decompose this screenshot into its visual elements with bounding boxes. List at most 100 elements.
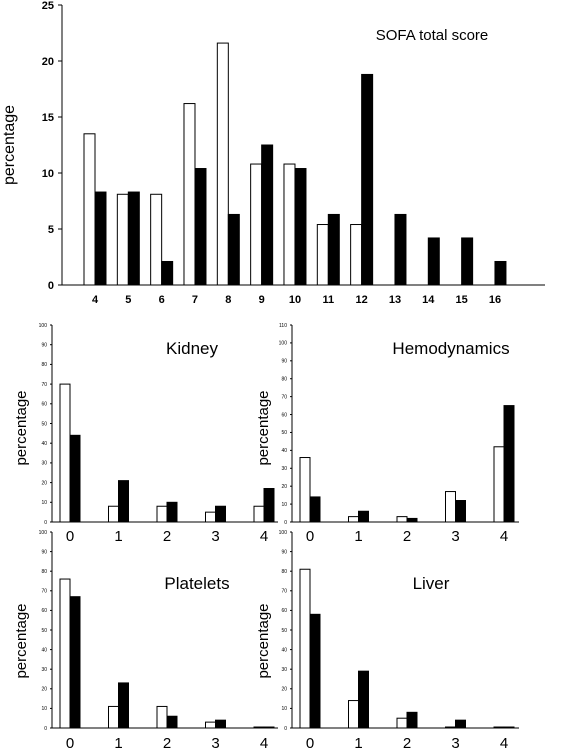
chart1-bar-black: [127, 191, 140, 286]
chart2-x-tick-label: 2: [163, 528, 171, 545]
chart1-y-axis-label: percentage: [1, 105, 18, 185]
chart3-y-tick-label: 50: [281, 430, 287, 436]
chart1-x-tick-label: 9: [259, 294, 265, 306]
chart4-x-tick-label: 4: [260, 735, 268, 751]
chart4-bar-white: [205, 721, 216, 729]
chart4-bar-white: [156, 705, 168, 729]
chart4-y-tick-label: 10: [41, 706, 47, 712]
chart1-y-tick-label: 15: [42, 112, 54, 124]
chart1-bar-white: [150, 193, 163, 286]
chart2-bar-white: [205, 511, 216, 523]
chart1-bar-white: [250, 163, 263, 286]
chart2-y-tick-label: 70: [41, 382, 47, 388]
chart1-bar-white: [316, 224, 329, 286]
chart3-title: Hemodynamics: [392, 339, 509, 358]
chart4-y-tick-label: 20: [41, 687, 47, 693]
chart3-y-tick-label: 10: [281, 502, 287, 508]
chart1-bar-black: [294, 168, 307, 286]
chart1-y-tick-label: 5: [48, 224, 54, 236]
chart2-x-tick-label: 1: [114, 528, 122, 545]
chart2-bar-white: [156, 505, 168, 523]
chart3-bar-white: [396, 516, 408, 523]
chart2-y-tick-label: 100: [39, 323, 48, 329]
chart3-y-axis-label: percentage: [255, 390, 272, 465]
chart4-y-tick-label: 30: [41, 667, 47, 673]
chart5-bar-black: [358, 670, 369, 729]
chart4-bar-white: [253, 726, 265, 729]
chart2-bar-black: [118, 480, 129, 523]
chart3-x-tick-label: 4: [500, 528, 508, 545]
chart1-bar-white: [116, 193, 129, 286]
chart2-y-tick-label: 30: [41, 461, 47, 467]
chart5-bar-white: [493, 726, 505, 729]
chart5-bar-black: [455, 719, 466, 729]
chart4-y-axis-label: percentage: [13, 603, 30, 678]
chart1-bar-black: [227, 213, 240, 286]
chart1-bar-black: [394, 213, 407, 286]
chart2-bar-white: [253, 505, 265, 523]
chart4-bar-white: [59, 578, 71, 729]
chart1-bar-white: [350, 224, 363, 286]
chart4-bar-black: [166, 715, 178, 729]
chart5-x-tick-label: 2: [403, 735, 411, 751]
chart2-bar-white: [108, 505, 119, 523]
chart5-bar-black: [503, 726, 515, 729]
chart3-x-tick-label: 0: [306, 528, 314, 545]
chart5-bar-black: [309, 613, 321, 729]
chart3-y-tick-label: 30: [281, 466, 287, 472]
chart2-x-tick-label: 4: [260, 528, 268, 545]
chart1-bar-white: [216, 42, 229, 286]
chart3-bar-black: [358, 510, 369, 523]
chart3-bar-white: [445, 491, 456, 523]
chart5-bar-black: [406, 711, 418, 729]
chart1-bar-black: [161, 260, 174, 286]
chart1-bar-black: [327, 213, 340, 286]
chart3-bar-black: [455, 500, 466, 523]
chart5-bar-white: [396, 717, 408, 729]
chart3-x-tick-label: 3: [451, 528, 459, 545]
chart1-bar-white: [183, 103, 196, 286]
chart5-y-tick-label: 30: [281, 667, 287, 673]
chart4-x-tick-label: 3: [211, 735, 219, 751]
chart5-y-tick-label: 40: [281, 647, 287, 653]
chart1-bar-black: [494, 260, 507, 286]
chart2-bar-black: [69, 434, 81, 523]
chart5-y-tick-label: 100: [279, 530, 288, 536]
chart4-bar-black: [118, 682, 129, 729]
chart1-bar-black: [461, 237, 474, 286]
chart4-y-tick-label: 100: [39, 530, 48, 536]
chart3-y-tick-label: 100: [279, 341, 288, 347]
chart2-y-tick-label: 80: [41, 362, 47, 368]
chart5-y-axis-label: percentage: [255, 603, 272, 678]
chart1-y-tick-label: 0: [48, 280, 54, 292]
chart2-x-tick-label: 0: [66, 528, 74, 545]
chart1-x-tick-label: 13: [389, 294, 401, 306]
chart2-y-axis-label: percentage: [13, 390, 30, 465]
chart3-y-tick-label: 0: [284, 520, 287, 526]
chart4-x-tick-label: 1: [114, 735, 122, 751]
chart3-y-tick-label: 40: [281, 448, 287, 454]
chart4-y-tick-label: 90: [41, 549, 47, 555]
chart2-bar-white: [59, 383, 71, 523]
chart3-bar-white: [299, 457, 311, 523]
chart1-y-tick-label: 10: [42, 168, 54, 180]
chart1-x-tick-label: 12: [356, 294, 368, 306]
chart5-x-tick-label: 0: [306, 735, 314, 751]
chart1-x-tick-label: 5: [125, 294, 131, 306]
chart3-x-tick-label: 1: [354, 528, 362, 545]
chart2-bar-black: [215, 505, 226, 523]
chart4-y-tick-label: 70: [41, 589, 47, 595]
chart5-x-tick-label: 4: [500, 735, 508, 751]
chart2-y-tick-label: 90: [41, 342, 47, 348]
chart1-bar-white: [83, 133, 96, 286]
chart3-bar-white: [348, 516, 359, 523]
chart4-y-tick-label: 60: [41, 608, 47, 614]
chart5-y-tick-label: 50: [281, 628, 287, 634]
chart1-bar-black: [94, 191, 107, 286]
chart1-x-tick-label: 8: [225, 294, 231, 306]
chart1-x-tick-label: 16: [489, 294, 501, 306]
chart3-y-tick-label: 70: [281, 394, 287, 400]
chart5-y-tick-label: 80: [281, 569, 287, 575]
chart1-x-tick-label: 7: [192, 294, 198, 306]
